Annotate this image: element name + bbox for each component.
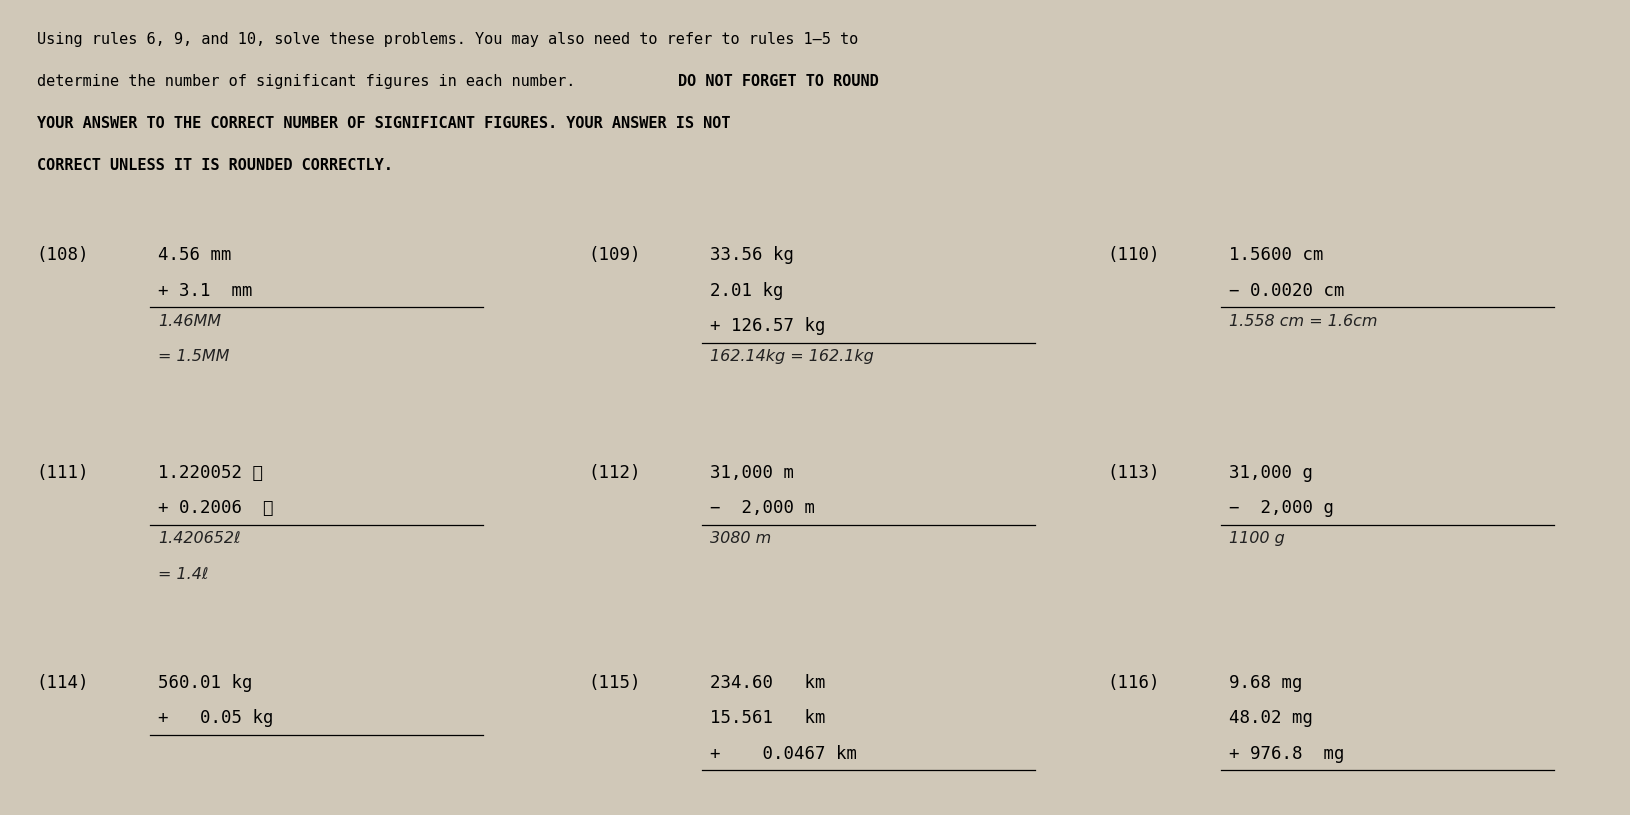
Text: (114): (114): [36, 674, 90, 692]
Text: (110): (110): [1107, 246, 1159, 264]
Text: 33.56 kg: 33.56 kg: [709, 246, 794, 264]
Text: determine the number of significant figures in each number.: determine the number of significant figu…: [36, 74, 584, 90]
Text: 560.01 kg: 560.01 kg: [158, 674, 253, 692]
Text: − 0.0020 cm: − 0.0020 cm: [1229, 282, 1345, 300]
Text: (113): (113): [1107, 464, 1159, 482]
Text: 1100 g: 1100 g: [1229, 531, 1284, 547]
Text: Using rules 6, 9, and 10, solve these problems. You may also need to refer to ru: Using rules 6, 9, and 10, solve these pr…: [36, 33, 857, 47]
Text: −  2,000 g: − 2,000 g: [1229, 500, 1333, 518]
Text: DO NOT FORGET TO ROUND: DO NOT FORGET TO ROUND: [676, 74, 879, 90]
Text: +    0.0467 km: + 0.0467 km: [709, 745, 856, 763]
Text: + 126.57 kg: + 126.57 kg: [709, 317, 825, 335]
Text: + 976.8  mg: + 976.8 mg: [1229, 745, 1345, 763]
Text: 31,000 m: 31,000 m: [709, 464, 794, 482]
Text: 48.02 mg: 48.02 mg: [1229, 709, 1312, 727]
Text: (111): (111): [36, 464, 90, 482]
Text: 234.60   km: 234.60 km: [709, 674, 825, 692]
Text: (115): (115): [588, 674, 641, 692]
Text: 1.220052 ℓ: 1.220052 ℓ: [158, 464, 262, 482]
Text: 9.68 mg: 9.68 mg: [1229, 674, 1302, 692]
Text: (116): (116): [1107, 674, 1159, 692]
Text: 1.46MM: 1.46MM: [158, 314, 222, 328]
Text: 1.420652ℓ: 1.420652ℓ: [158, 531, 241, 547]
Text: (108): (108): [36, 246, 90, 264]
Text: + 3.1  mm: + 3.1 mm: [158, 282, 253, 300]
Text: 162.14kg = 162.1kg: 162.14kg = 162.1kg: [709, 349, 874, 364]
Text: 4.56 mm: 4.56 mm: [158, 246, 231, 264]
Text: +   0.05 kg: + 0.05 kg: [158, 709, 274, 727]
Text: CORRECT UNLESS IT IS ROUNDED CORRECTLY.: CORRECT UNLESS IT IS ROUNDED CORRECTLY.: [36, 158, 393, 174]
Text: + 0.2006  ℓ: + 0.2006 ℓ: [158, 500, 274, 518]
Text: 1.5600 cm: 1.5600 cm: [1229, 246, 1324, 264]
Text: 15.561   km: 15.561 km: [709, 709, 825, 727]
Text: = 1.5MM: = 1.5MM: [158, 349, 230, 364]
Text: (112): (112): [588, 464, 641, 482]
Text: 1.558 cm = 1.6cm: 1.558 cm = 1.6cm: [1229, 314, 1377, 328]
Text: YOUR ANSWER TO THE CORRECT NUMBER OF SIGNIFICANT FIGURES. YOUR ANSWER IS NOT: YOUR ANSWER TO THE CORRECT NUMBER OF SIG…: [36, 117, 730, 131]
Text: −  2,000 m: − 2,000 m: [709, 500, 815, 518]
Text: (109): (109): [588, 246, 641, 264]
Text: = 1.4ℓ: = 1.4ℓ: [158, 567, 209, 582]
Text: 2.01 kg: 2.01 kg: [709, 282, 782, 300]
Text: 31,000 g: 31,000 g: [1229, 464, 1312, 482]
Text: 3080 m: 3080 m: [709, 531, 771, 547]
